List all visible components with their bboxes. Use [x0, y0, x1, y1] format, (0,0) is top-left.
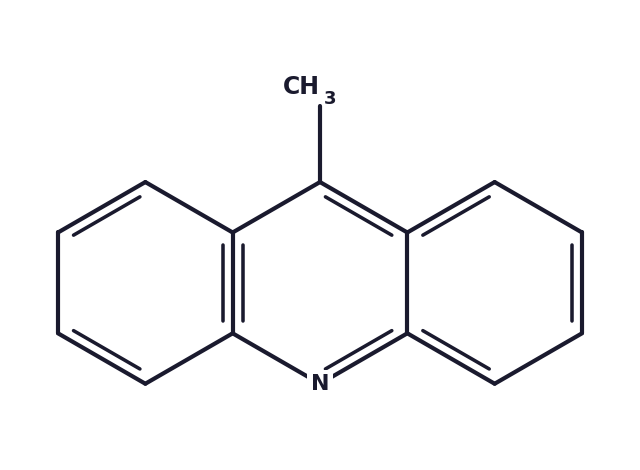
Text: CH: CH — [283, 75, 320, 99]
Text: 3: 3 — [324, 90, 337, 109]
Text: N: N — [311, 374, 329, 394]
